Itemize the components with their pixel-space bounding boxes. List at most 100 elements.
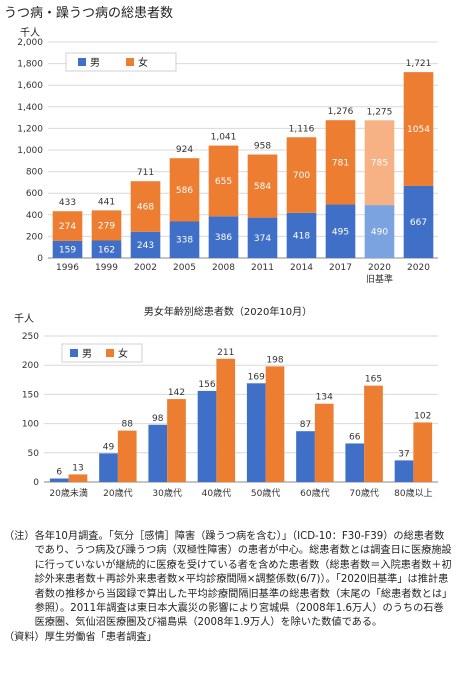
note-text: 各年10月調査。「気分［感情］障害（躁うつ病を含む）」（ICD-10：F30-F… — [34, 531, 452, 629]
x-tick-label: 2002 — [134, 263, 157, 273]
page-title: うつ病・躁うつ病の総患者数 — [4, 6, 174, 21]
legend: 男女 — [61, 343, 143, 363]
x-tick-label: 20歳代 — [103, 487, 132, 499]
data-label-female: 584 — [254, 182, 271, 192]
y-tick-label: 250 — [22, 332, 39, 342]
legend-box — [65, 52, 177, 72]
x-tick-label: 2020 — [407, 263, 430, 273]
x-tick-label: 1996 — [56, 263, 79, 273]
bar-female — [314, 403, 334, 482]
bar-female — [364, 120, 395, 206]
data-label-female: 1054 — [407, 125, 430, 135]
y-axis-unit-label: 千人 — [20, 27, 40, 39]
y-tick-label: 200 — [22, 361, 39, 371]
bar-female — [364, 385, 383, 482]
stacked-bar-chart-total-patients: 千人 0 200 400 600 800 1,000 1,200 1,400 1,600 1,800… — [17, 27, 438, 285]
data-label-female: 700 — [293, 171, 310, 181]
bar-female — [265, 366, 285, 482]
legend-swatch — [126, 58, 134, 66]
x-tick-label: 2014 — [290, 263, 313, 273]
x-tick-label: 2005 — [173, 263, 196, 273]
data-label-female: 468 — [137, 202, 154, 212]
total-label: 958 — [254, 142, 271, 152]
bar-female — [216, 358, 236, 482]
total-label: 924 — [176, 145, 193, 155]
data-label-female: 279 — [98, 221, 115, 231]
data-label-male: 386 — [215, 233, 232, 243]
y-tick-label: 1,200 — [17, 124, 43, 134]
data-label-female: 274 — [59, 222, 76, 232]
data-label-female: 142 — [168, 388, 185, 398]
bar-male — [197, 390, 217, 482]
data-label-male: 243 — [137, 241, 154, 251]
total-label: 433 — [59, 198, 76, 208]
bar-male — [208, 216, 239, 258]
source-line: （資料） 厚生労働省「患者調査」 — [4, 631, 452, 645]
legend-entry: 男 — [90, 57, 100, 69]
data-label-female: 781 — [332, 158, 349, 168]
data-label-male: 49 — [103, 442, 115, 452]
data-label-male: 667 — [410, 218, 427, 228]
data-label-male: 495 — [332, 227, 349, 237]
bar-male — [364, 205, 395, 258]
data-label-male: 169 — [248, 372, 265, 382]
chart-subtitle: 男女年齢別総患者数（2020年10月） — [144, 305, 312, 318]
bar-male — [49, 478, 69, 482]
legend-swatch — [70, 349, 78, 357]
y-tick-label: 200 — [26, 232, 43, 242]
bar-male — [247, 217, 278, 258]
x-tick-label: 2020 — [368, 263, 391, 273]
source-label: （資料） — [4, 631, 45, 643]
total-label: 1,041 — [211, 133, 237, 143]
data-label-female: 785 — [371, 159, 388, 169]
legend-entry: 女 — [118, 347, 128, 360]
data-label-male: 87 — [300, 420, 311, 430]
data-label-female: 102 — [414, 411, 431, 421]
y-tick-label: 1,800 — [17, 60, 43, 70]
bar-male — [99, 453, 118, 482]
legend-entry: 男 — [82, 348, 92, 360]
y-tick-label: 0 — [37, 254, 43, 264]
y-tick-label: 600 — [26, 189, 43, 199]
bar-male — [296, 431, 315, 482]
x-tick-label: 1999 — [95, 263, 118, 273]
data-label-male: 6 — [56, 467, 62, 477]
y-axis-unit-label: 千人 — [14, 313, 34, 325]
data-label-female: 586 — [176, 186, 193, 196]
bar-female — [117, 430, 137, 482]
x-tick-label: 2008 — [212, 263, 235, 273]
bar-male — [394, 460, 414, 482]
y-tick-label: 400 — [26, 211, 43, 221]
total-label: 1,275 — [367, 107, 393, 117]
bar-female — [52, 211, 83, 241]
x-tick-label: 20歳未満 — [49, 487, 87, 499]
bar-female — [208, 145, 239, 217]
x-tick-label: 旧基準 — [366, 273, 393, 285]
bar-male — [52, 240, 83, 258]
grouped-bar-chart-age-gender: 男女年齢別総患者数（2020年10月） 千人 0 50 100 150 200 250 6 13 2… — [14, 305, 438, 499]
total-label: 441 — [98, 197, 115, 207]
total-label: 1,721 — [406, 59, 432, 69]
data-label-female: 134 — [316, 393, 333, 403]
data-label-male: 338 — [176, 236, 193, 246]
total-label: 1,276 — [328, 107, 354, 117]
note-paragraph: （注） 各年10月調査。「気分［感情］障害（躁うつ病を含む）」（ICD-10：F… — [4, 530, 452, 631]
bar-female — [325, 120, 356, 205]
bar-female — [68, 474, 88, 482]
y-tick-label: 1,400 — [17, 103, 43, 113]
data-label-male: 98 — [152, 414, 164, 424]
data-label-female: 88 — [122, 420, 134, 430]
bar-male — [325, 204, 356, 258]
data-label-male: 159 — [59, 245, 76, 255]
x-tick-label: 60歳代 — [300, 487, 329, 499]
data-label-male: 162 — [98, 245, 115, 255]
bar-male — [91, 240, 122, 258]
data-label-male: 156 — [198, 380, 215, 390]
data-label-male: 374 — [254, 234, 271, 244]
y-tick-label: 100 — [22, 420, 39, 430]
data-label-female: 655 — [215, 177, 232, 187]
bar-male — [246, 383, 266, 482]
bar-female — [167, 399, 186, 482]
x-tick-label: 40歳代 — [202, 487, 231, 499]
y-tick-label: 0 — [33, 478, 39, 488]
